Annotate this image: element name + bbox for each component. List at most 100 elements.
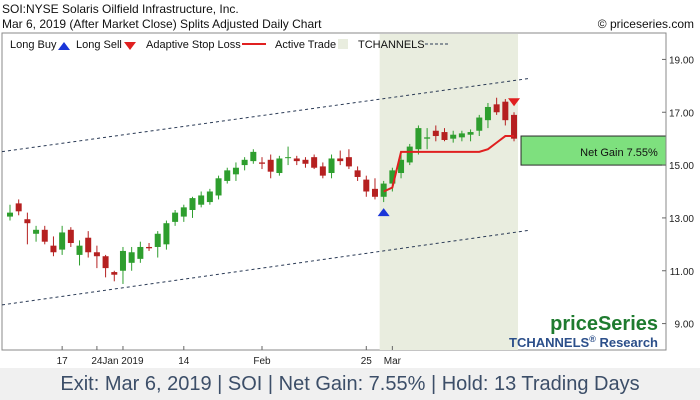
candle — [232, 162, 239, 181]
exit-sell-arrow-icon — [508, 98, 521, 107]
x-tick-label: 17 — [57, 356, 69, 367]
buy-arrow-icon — [58, 42, 70, 50]
y-tick-label: 11.00 — [670, 267, 695, 278]
y-tick-label: 15.00 — [669, 161, 694, 172]
candle — [276, 155, 283, 176]
candle-body — [476, 117, 483, 131]
candle-body — [389, 170, 396, 184]
candle-body — [189, 198, 196, 210]
candle-body — [450, 134, 457, 139]
candle — [41, 225, 48, 245]
candle-body — [345, 157, 352, 167]
candle-body — [15, 203, 22, 212]
candle-body — [415, 128, 422, 150]
candle-body — [502, 101, 509, 121]
candle — [85, 231, 92, 258]
candle — [502, 99, 509, 126]
channel-lower-line — [1, 229, 531, 306]
candle-body — [458, 133, 465, 138]
candle-body — [241, 159, 248, 166]
candle-body — [41, 229, 48, 242]
channel-upper-line — [1, 77, 531, 153]
candle-body — [224, 170, 231, 181]
y-axis: 9.00 11.00 13.00 15.00 17.00 19.00 — [662, 33, 694, 350]
legend-active-trade: Active Trade — [275, 39, 336, 51]
candle — [154, 231, 161, 258]
candle-body — [363, 179, 370, 192]
candle-body — [311, 157, 318, 168]
x-tick-label: Jan 2019 — [102, 356, 144, 367]
candle — [50, 236, 57, 257]
candle — [189, 196, 196, 218]
candle — [285, 146, 292, 166]
chart-title: SOI:NYSE Solaris Oilfield Infrastructure… — [2, 2, 239, 16]
candle — [267, 154, 274, 179]
candle — [345, 149, 352, 170]
candle — [146, 243, 153, 251]
trade-summary-footer: Exit: Mar 6, 2019 | SOI | Net Gain: 7.55… — [0, 368, 700, 400]
candle — [224, 167, 231, 184]
legend-long-buy: Long Buy — [10, 39, 57, 51]
legend: Long Buy Long Sell Adaptive Stop Loss Ac… — [10, 39, 448, 51]
y-tick-label: 9.00 — [675, 320, 695, 331]
candle-body — [259, 162, 266, 164]
candle-body — [432, 130, 439, 137]
candle-body — [267, 159, 274, 172]
candle-body — [484, 106, 491, 121]
candle — [259, 157, 266, 170]
candle-body — [198, 195, 205, 205]
candle-body — [511, 114, 518, 139]
candle-body — [67, 229, 74, 244]
candle — [215, 175, 222, 200]
candle-body — [371, 188, 378, 197]
candle-body — [328, 158, 335, 174]
candle-body — [24, 219, 31, 224]
legend-tchannels: TCHANNELS — [358, 39, 425, 51]
candle — [119, 246, 126, 284]
y-tick-label: 17.00 — [669, 108, 694, 119]
brand-name: priceSeries — [550, 313, 658, 335]
x-tick-label: 24 — [91, 356, 103, 367]
candle-body — [137, 246, 144, 259]
x-tick-label: 25 — [361, 356, 373, 367]
candle — [371, 178, 378, 200]
entry-buy-arrow-icon — [377, 208, 390, 217]
candle — [33, 225, 40, 242]
x-axis: 17 24 Jan 2019 14 Feb 25 Mar — [57, 346, 402, 367]
candle-body — [337, 158, 344, 162]
candle — [493, 97, 500, 115]
candle — [415, 125, 422, 155]
candle — [198, 191, 205, 208]
candle — [102, 254, 109, 278]
active-trade-swatch-icon — [338, 39, 348, 49]
candle — [24, 212, 31, 245]
candle — [432, 125, 439, 142]
candle — [476, 114, 483, 137]
candle-body — [441, 132, 448, 140]
candle — [250, 149, 257, 164]
candle-body — [232, 167, 239, 175]
net-gain-label: Net Gain 7.55% — [580, 147, 658, 159]
x-tick-label: Mar — [384, 356, 402, 367]
chart-subtitle: Mar 6, 2019 (After Market Close) Splits … — [2, 17, 322, 31]
candle-body — [206, 191, 213, 203]
net-gain-box — [520, 135, 667, 166]
legend-long-sell: Long Sell — [76, 39, 122, 51]
candle-body — [467, 132, 474, 135]
candle-body — [293, 158, 300, 162]
candle-body — [354, 170, 361, 177]
candle-body — [172, 212, 179, 222]
legend-adaptive-stop: Adaptive Stop Loss — [146, 39, 241, 51]
active-trade-region — [379, 34, 519, 350]
candle — [458, 130, 465, 142]
candle — [241, 157, 248, 171]
candle-body — [406, 146, 413, 163]
candle — [93, 245, 100, 269]
candle-body — [215, 178, 222, 196]
candle — [302, 157, 309, 168]
adaptive-stop-loss-line — [383, 135, 515, 193]
brand-research: TCHANNELS® Research — [509, 334, 658, 350]
candle — [484, 103, 491, 129]
candle — [137, 241, 144, 263]
candle — [424, 128, 431, 150]
